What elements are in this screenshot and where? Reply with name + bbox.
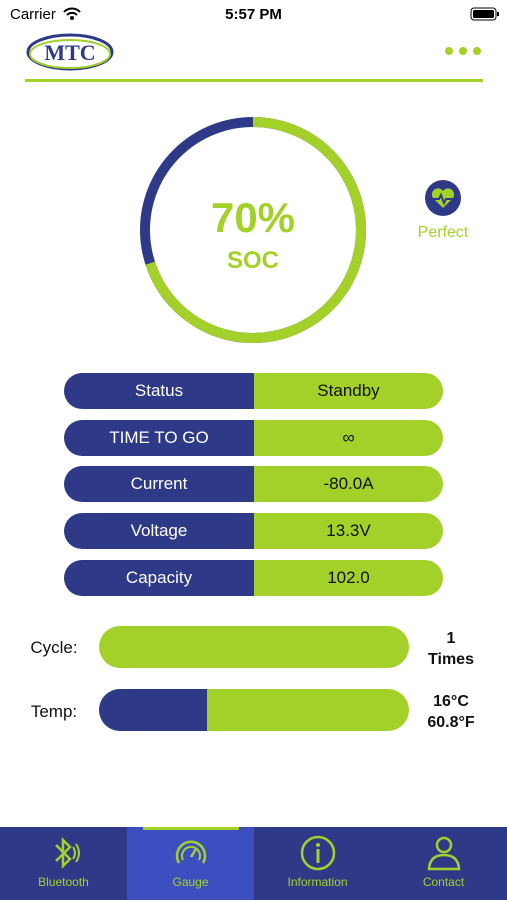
tab-gauge[interactable]: Gauge (127, 827, 254, 900)
row-label: TIME TO GO (64, 419, 254, 456)
health-status: Perfect (417, 224, 469, 241)
info-row: Capacity 102.0 (64, 559, 443, 596)
cycle-bar (99, 626, 409, 668)
soc-value: 70% (211, 194, 295, 241)
bluetooth-icon (54, 836, 80, 870)
gauge-icon (175, 840, 206, 864)
row-value: -80.0A (254, 466, 443, 503)
clock: 5:57 PM (225, 6, 282, 23)
cycle-count: 1 Times (411, 628, 491, 670)
tab-contact[interactable]: Contact (380, 827, 507, 900)
tab-label: Bluetooth (38, 875, 89, 889)
tab-selected-bg (127, 827, 254, 900)
tab-label: Gauge (172, 875, 209, 889)
row-label: Voltage (64, 513, 254, 550)
soc-gauge: 70% SOC (140, 117, 366, 343)
row-label: Capacity (64, 559, 254, 596)
tab-label: Contact (422, 875, 465, 889)
info-row: Status Standby (64, 373, 443, 409)
info-icon (300, 835, 335, 871)
cycle-value: 1 (446, 630, 456, 647)
tab-information[interactable]: Information (254, 827, 381, 900)
logo-text: MTC (44, 40, 95, 65)
temp-celsius: 16°C (433, 693, 469, 710)
temp-fahrenheit: 60.8°F (427, 714, 475, 731)
contact-icon (427, 836, 460, 871)
info-row: TIME TO GO ∞ (64, 419, 443, 456)
row-label: Status (64, 373, 254, 409)
wifi-icon (63, 7, 81, 20)
header-divider (25, 79, 483, 82)
tab-indicator (143, 827, 239, 830)
info-row: Current -80.0A (64, 466, 443, 503)
cycle-label: Cycle: (30, 638, 78, 657)
temp-bar (99, 689, 409, 731)
tab-bluetooth[interactable]: Bluetooth (0, 827, 127, 900)
temp-fill (99, 689, 207, 731)
row-value: Standby (254, 373, 443, 409)
info-row: Voltage 13.3V (64, 513, 443, 550)
logo: MTC (26, 33, 114, 71)
battery-icon (470, 7, 499, 21)
row-value: ∞ (254, 419, 443, 456)
carrier: Carrier (10, 6, 56, 23)
soc-caption: SOC (227, 247, 279, 274)
row-label: Current (64, 466, 254, 503)
temp-label: Temp: (30, 702, 78, 721)
row-value: 13.3V (254, 513, 443, 550)
gauge-arc (140, 117, 366, 343)
tab-label: Information (287, 875, 348, 889)
temp-values: 16°C 60.8°F (411, 691, 491, 733)
cycle-unit: Times (428, 651, 474, 668)
row-value: 102.0 (254, 559, 443, 596)
menu-button[interactable] (444, 46, 484, 56)
health-icon (425, 180, 461, 216)
